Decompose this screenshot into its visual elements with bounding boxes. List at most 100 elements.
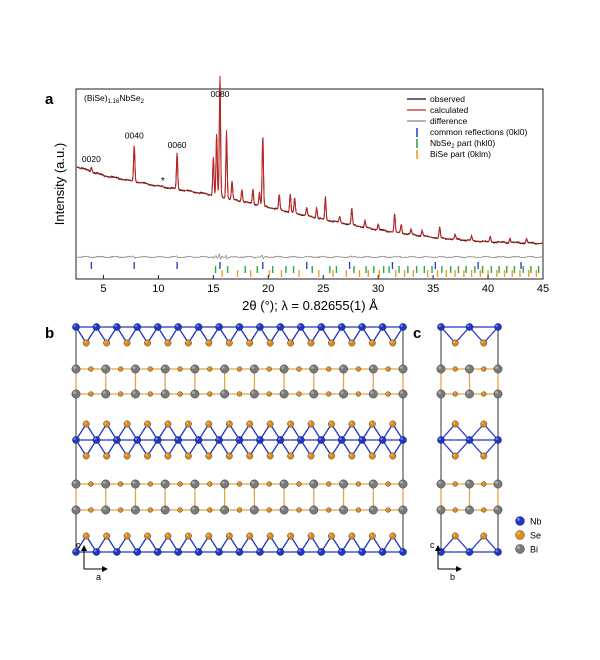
panel-c: c c b Nb Se Bi [413, 323, 542, 582]
atom [494, 323, 502, 331]
atom [326, 366, 332, 372]
atom [133, 548, 142, 556]
atom [177, 366, 183, 372]
atom [266, 452, 274, 460]
x-axis-label: 2θ (°); λ = 0.82655(1) Å [242, 298, 378, 313]
atom [133, 323, 142, 331]
atom [71, 479, 81, 489]
atom [164, 452, 172, 460]
atom [398, 364, 408, 374]
atom [205, 339, 213, 347]
atom [480, 532, 488, 540]
axis-indicator-b: c a [76, 540, 108, 582]
crystal-structure-b [71, 323, 408, 556]
atom [437, 323, 445, 331]
atom [451, 532, 459, 540]
atom [355, 481, 362, 487]
atom [117, 481, 124, 487]
atom [481, 507, 487, 513]
atom [117, 391, 124, 397]
atom [389, 532, 397, 540]
atom [101, 505, 111, 515]
peak-label: 0020 [82, 154, 101, 164]
atom [177, 507, 183, 513]
atom [452, 507, 458, 513]
atom [131, 389, 140, 399]
atom [452, 481, 458, 487]
atom [452, 366, 458, 372]
x-tick-label: 20 [262, 283, 274, 295]
atom [71, 364, 81, 374]
atom [256, 548, 264, 556]
plot-frame [75, 88, 544, 280]
atom [328, 452, 335, 460]
atom [88, 507, 94, 513]
atom [220, 505, 230, 515]
atom [389, 420, 397, 428]
atom [266, 391, 272, 397]
atom [339, 505, 348, 515]
atom [113, 436, 121, 444]
atom [174, 436, 182, 444]
atom [103, 339, 111, 347]
atom [160, 389, 170, 399]
atom [72, 548, 80, 556]
atom [368, 505, 378, 515]
atom [297, 548, 305, 556]
atom [133, 436, 142, 444]
atom [194, 323, 203, 331]
atom [215, 548, 223, 556]
legend-label-calculated: calculated [430, 105, 469, 115]
atom [194, 436, 203, 444]
atom [207, 366, 213, 372]
atom [215, 323, 223, 331]
atom [355, 507, 362, 513]
panel-a: a (BiSe)1.16NbSe2 0020 0040 0060 0080 * 5 10 1… [45, 75, 549, 313]
atom [144, 452, 151, 460]
atom [205, 532, 213, 540]
atom-legend-label: Bi [530, 545, 538, 555]
atom [190, 479, 200, 489]
atom [103, 420, 111, 428]
atom [144, 420, 151, 428]
atom [309, 389, 319, 399]
atom [348, 452, 356, 460]
atom [493, 389, 503, 399]
atom [287, 339, 294, 347]
atom [174, 548, 182, 556]
atom [493, 479, 503, 489]
atom [276, 548, 285, 556]
atom [194, 548, 203, 556]
peak-label: 0040 [125, 131, 144, 141]
atom [515, 530, 525, 540]
atom [515, 544, 525, 554]
atom [465, 548, 474, 556]
atom [358, 548, 366, 556]
atom [358, 323, 366, 331]
atom [160, 505, 170, 515]
atom [481, 366, 487, 372]
legend-label-nbse2: NbSe2 part (hkl0) [430, 138, 495, 150]
axis-label-b-right: a [96, 572, 101, 582]
atom [398, 389, 408, 399]
atom [326, 481, 332, 487]
atom [389, 339, 397, 347]
atom [131, 505, 140, 515]
atom [368, 479, 378, 489]
atom [339, 479, 348, 489]
atom [437, 436, 445, 444]
atom [101, 479, 111, 489]
atom [235, 436, 244, 444]
atom [368, 452, 376, 460]
atom [337, 548, 346, 556]
atom [153, 436, 162, 444]
atom [185, 452, 192, 460]
atom [279, 505, 289, 515]
atom [246, 532, 254, 540]
atom [296, 391, 302, 397]
atom [82, 420, 90, 428]
peak-label: 0080 [210, 89, 229, 99]
atom [368, 389, 378, 399]
atom [493, 505, 503, 515]
